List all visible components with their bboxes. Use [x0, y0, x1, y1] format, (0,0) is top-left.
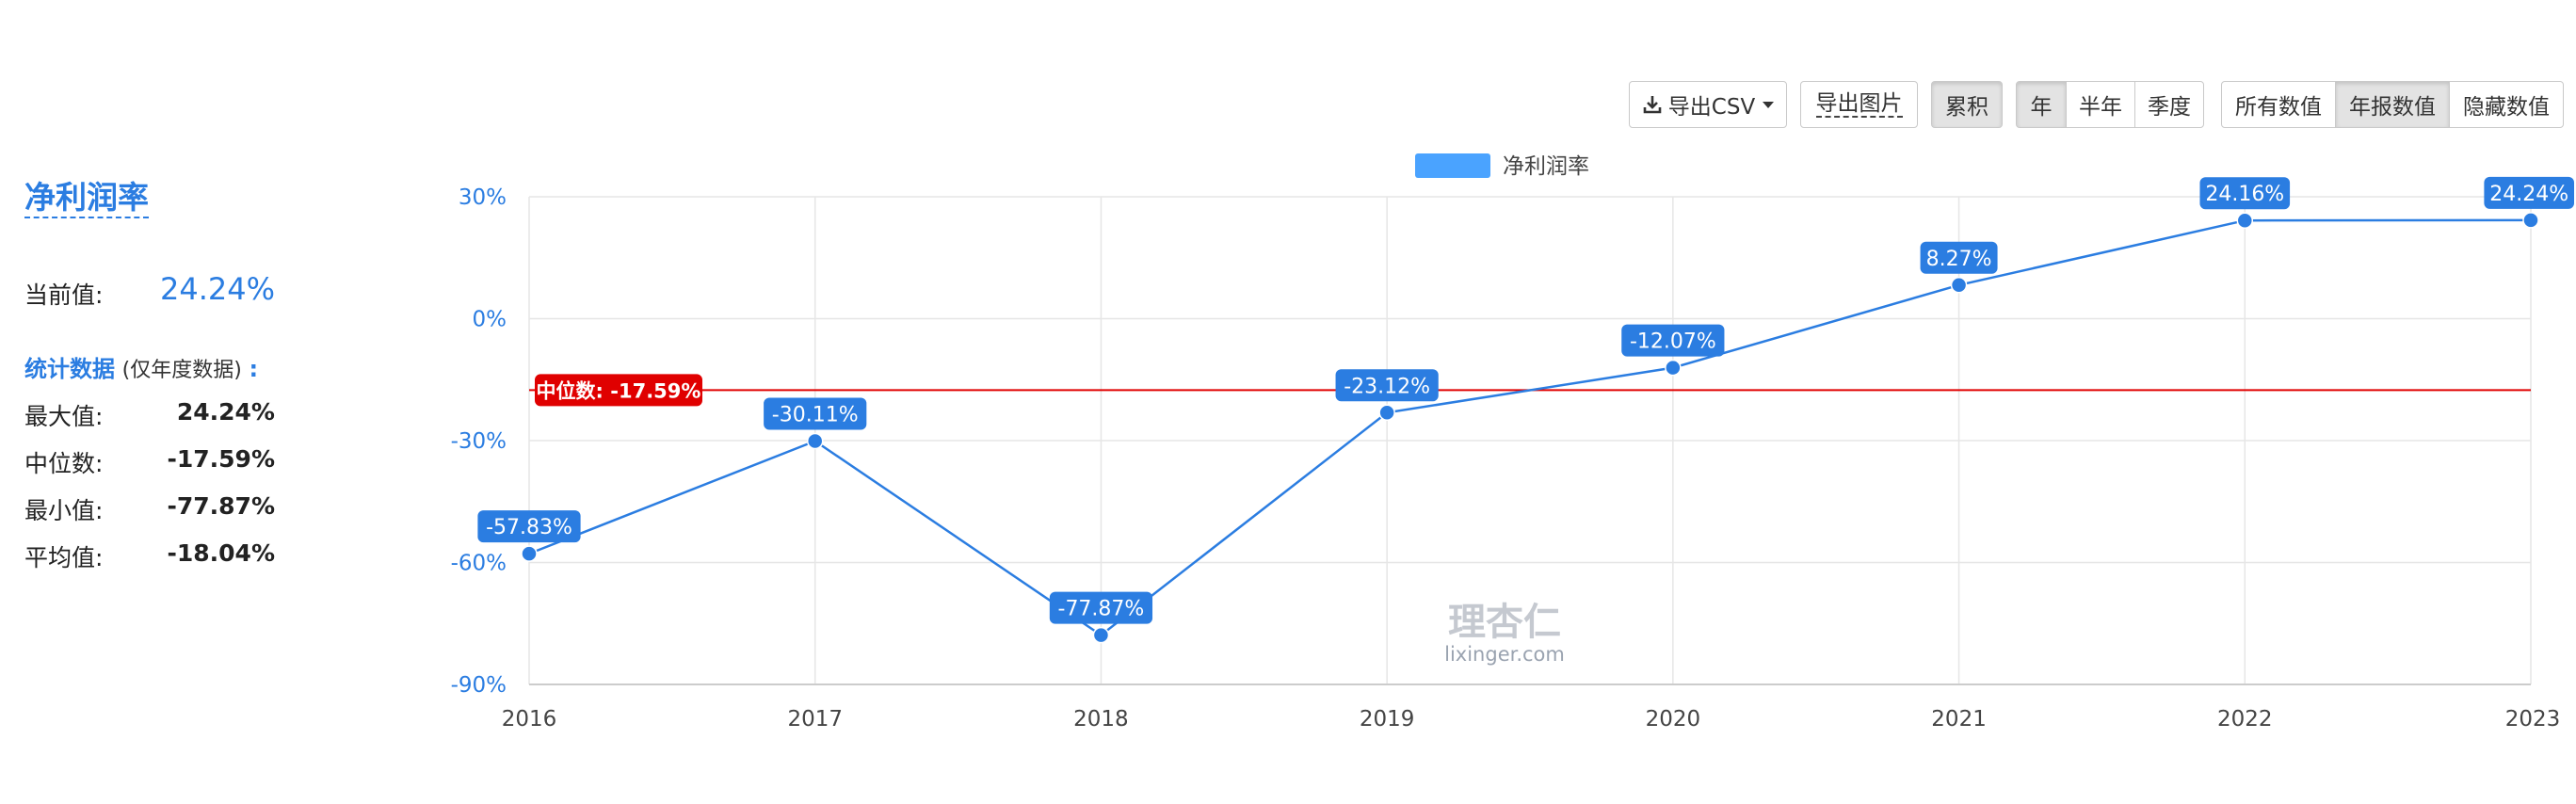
- data-point[interactable]: [1378, 404, 1395, 422]
- filter-all-values-label: 所有数值: [2235, 95, 2322, 120]
- period-quarter-label: 季度: [2148, 95, 2191, 120]
- stat-max-value: 24.24%: [176, 398, 275, 426]
- watermark-url: lixinger.com: [1444, 643, 1565, 666]
- legend[interactable]: 净利润率: [1415, 153, 1589, 179]
- watermark-logo: 理杏仁: [1448, 600, 1561, 644]
- y-tick-label: -60%: [451, 552, 507, 576]
- filter-annual-values-label: 年报数值: [2349, 95, 2436, 120]
- stat-average-value: -18.04%: [167, 539, 275, 567]
- data-label-box: [1335, 369, 1439, 402]
- stats-title: 统计数据: [24, 356, 115, 382]
- chevron-down-icon: [1763, 101, 1775, 108]
- stat-min-value: -77.87%: [167, 492, 275, 520]
- x-tick-label: 2016: [502, 707, 557, 732]
- x-tick-label: 2022: [2217, 707, 2273, 732]
- x-tick-label: 2023: [2505, 707, 2561, 732]
- filter-hide-values-button[interactable]: 隐藏数值: [2449, 81, 2564, 128]
- data-point[interactable]: [521, 545, 538, 562]
- data-label-box: [2484, 176, 2574, 209]
- export-csv-button[interactable]: 导出CSV: [1629, 81, 1787, 128]
- data-point[interactable]: [2522, 212, 2539, 229]
- legend-label: 净利润率: [1503, 154, 1589, 179]
- y-tick-label: 0%: [473, 308, 507, 332]
- y-tick-label: -90%: [451, 673, 507, 698]
- x-tick-label: 2020: [1646, 707, 1701, 732]
- legend-swatch: [1415, 153, 1490, 178]
- median-label-box: [535, 374, 702, 407]
- export-image-button[interactable]: 导出图片: [1800, 81, 1918, 128]
- stat-max-label: 最大值:: [24, 403, 104, 430]
- data-label: -30.11%: [772, 403, 859, 426]
- median-label: 中位数: -17.59%: [537, 379, 701, 402]
- download-icon: [1643, 96, 1662, 114]
- cumulative-toggle[interactable]: 累积: [1931, 81, 2003, 128]
- period-year-button[interactable]: 年: [2016, 81, 2067, 128]
- data-label: 8.27%: [1926, 248, 1992, 271]
- y-tick-label: -30%: [451, 429, 507, 454]
- cumulative-label: 累积: [1945, 95, 1988, 120]
- data-point[interactable]: [1950, 277, 1968, 294]
- period-half-year-label: 半年: [2079, 95, 2122, 120]
- data-label-box: [764, 397, 867, 430]
- period-year-label: 年: [2030, 95, 2053, 120]
- data-label-box: [2199, 177, 2291, 210]
- data-label: 24.16%: [2205, 183, 2284, 206]
- period-half-year-button[interactable]: 半年: [2066, 81, 2135, 128]
- data-point[interactable]: [1665, 359, 1682, 377]
- data-point[interactable]: [806, 432, 824, 450]
- stats-colon: :: [249, 356, 259, 382]
- data-label-box: [477, 510, 581, 543]
- data-label: -12.07%: [1630, 330, 1716, 354]
- filter-hide-values-label: 隐藏数值: [2463, 95, 2550, 120]
- export-image-label: 导出图片: [1815, 91, 1903, 118]
- data-label: -77.87%: [1058, 598, 1145, 621]
- period-quarter-button[interactable]: 季度: [2134, 81, 2204, 128]
- x-tick-label: 2017: [787, 707, 843, 732]
- metric-title[interactable]: 净利润率: [24, 179, 149, 218]
- stat-average-label: 平均值:: [24, 544, 104, 571]
- stat-min-label: 最小值:: [24, 497, 104, 524]
- x-tick-label: 2019: [1360, 707, 1415, 732]
- watermark: 理杏仁 lixinger.com: [1444, 600, 1565, 666]
- stats-heading: 统计数据 (仅年度数据) :: [24, 350, 258, 383]
- data-label: -23.12%: [1344, 375, 1430, 398]
- series-line: [528, 218, 2532, 637]
- metric-summary-panel: 净利润率 当前值: 24.24% 统计数据 (仅年度数据) : 最大值: 24.…: [24, 179, 279, 571]
- current-value: 24.24%: [159, 271, 275, 307]
- current-value-label: 当前值:: [24, 281, 104, 309]
- data-label-box: [1049, 591, 1153, 624]
- data-labels-group: -57.83% -30.11% -77.87% -23.12% -12.07% 8.27%…: [477, 176, 2574, 624]
- x-tick-label: 2021: [1931, 707, 1987, 732]
- axes: 30% 0% -30% -60% -90% 2016 2017 2018 2019 2020 202…: [451, 185, 2561, 732]
- stats-note: (仅年度数据): [121, 359, 242, 382]
- data-point[interactable]: [2236, 212, 2254, 229]
- data-label-box: [1621, 324, 1725, 357]
- data-label-box: [1920, 241, 1998, 274]
- series-group: [521, 212, 2539, 644]
- stat-median-value: -17.59%: [167, 445, 275, 473]
- filter-annual-values-button[interactable]: 年报数值: [2335, 81, 2450, 128]
- stat-median-label: 中位数:: [24, 450, 104, 477]
- y-tick-label: 30%: [459, 185, 507, 210]
- filter-all-values-button[interactable]: 所有数值: [2221, 81, 2336, 128]
- x-tick-label: 2018: [1073, 707, 1129, 732]
- export-csv-label: 导出CSV: [1667, 95, 1756, 120]
- data-label: 24.24%: [2489, 183, 2568, 206]
- data-label: -57.83%: [486, 516, 572, 539]
- data-point[interactable]: [1092, 626, 1110, 644]
